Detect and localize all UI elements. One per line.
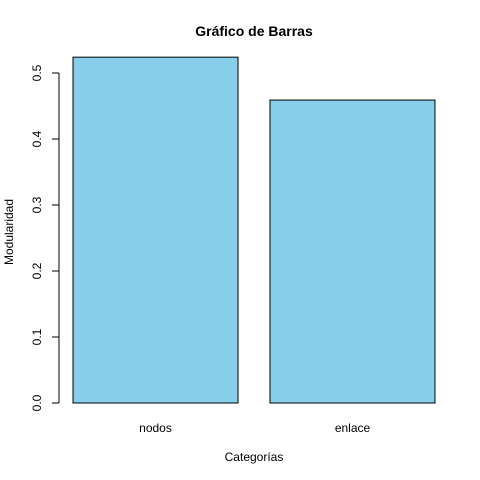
y-tick-label: 0.4: [30, 130, 44, 147]
bars-group: [72, 56, 436, 404]
chart-title: Gráfico de Barras: [195, 23, 313, 39]
y-tick-label: 0.1: [30, 328, 44, 345]
bar-enlace: [269, 99, 436, 404]
y-tick-label: 0.3: [30, 196, 44, 213]
x-tick-label-enlace: enlace: [335, 421, 371, 435]
x-tick-label-nodos: nodos: [139, 421, 172, 435]
x-axis-tick-labels: nodos enlace: [139, 421, 370, 435]
bar-nodos: [72, 56, 239, 404]
y-axis-label: Modularidad: [2, 199, 16, 265]
x-axis-label: Categorías: [225, 450, 284, 464]
y-tick-label: 0.5: [30, 64, 44, 81]
y-axis: 0.0 0.1 0.2 0.3 0.4 0.5: [30, 64, 60, 411]
y-tick-label: 0.0: [30, 394, 44, 411]
y-tick-label: 0.2: [30, 262, 44, 279]
